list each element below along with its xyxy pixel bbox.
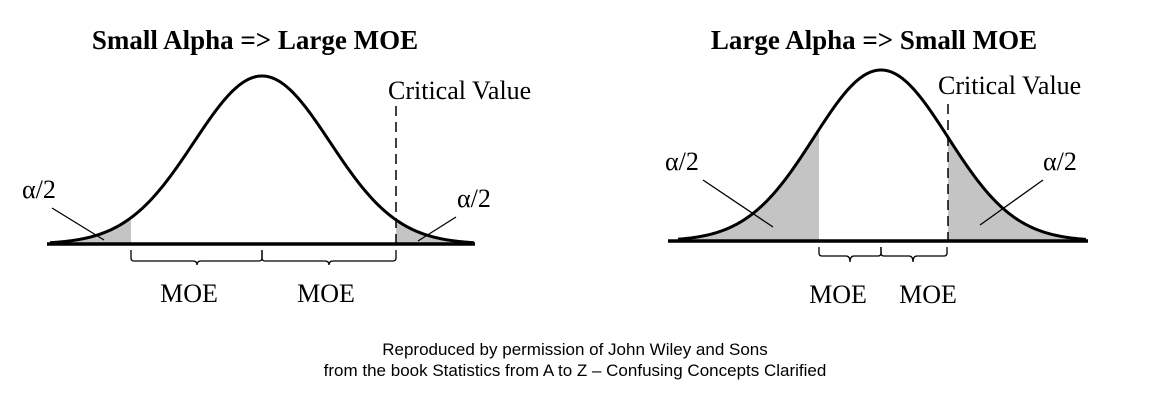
left-panel-moe-left-label: MOE xyxy=(160,279,218,308)
right-panel-left-alpha-label: α/2 xyxy=(665,147,699,176)
credit-line-2: from the book Statistics from A to Z – C… xyxy=(323,361,827,380)
right-panel-moe-right-brace xyxy=(880,247,948,263)
left-panel-right-alpha-pointer xyxy=(417,216,457,242)
right-panel-left-alpha-pointer xyxy=(702,179,774,228)
right-panel-right-tail xyxy=(948,137,1086,241)
left-panel-left-tail xyxy=(50,217,131,244)
left-panel-moe-left-brace xyxy=(130,250,263,266)
left-panel-title: Small Alpha => Large MOE xyxy=(92,25,418,55)
right-panel-moe-left-label: MOE xyxy=(809,280,867,309)
right-panel-right-alpha-pointer xyxy=(979,179,1044,226)
left-panel-left-alpha-pointer xyxy=(51,207,105,241)
right-panel-title: Large Alpha => Small MOE xyxy=(711,25,1037,55)
left-panel-critical-value-label: Critical Value xyxy=(388,76,531,105)
right-panel: Large Alpha => Small MOE Critical Value … xyxy=(665,25,1088,309)
right-panel-moe-right-label: MOE xyxy=(899,280,957,309)
left-panel-left-alpha-label: α/2 xyxy=(22,175,56,204)
left-panel-moe-right-brace xyxy=(261,250,397,266)
right-panel-moe-left-brace xyxy=(818,247,882,263)
left-panel-bell-curve xyxy=(49,74,475,245)
right-panel-right-alpha-label: α/2 xyxy=(1043,147,1077,176)
left-panel-moe-right-label: MOE xyxy=(297,279,355,308)
right-panel-bell-curve xyxy=(677,68,1087,241)
left-panel-right-alpha-label: α/2 xyxy=(457,184,491,213)
left-panel-right-tail xyxy=(396,219,474,244)
credit-line-1: Reproduced by permission of John Wiley a… xyxy=(382,340,768,359)
right-panel-critical-value-label: Critical Value xyxy=(938,71,1081,100)
right-panel-left-tail xyxy=(678,129,819,241)
left-panel: Small Alpha => Large MOE Critical Value … xyxy=(22,25,531,308)
